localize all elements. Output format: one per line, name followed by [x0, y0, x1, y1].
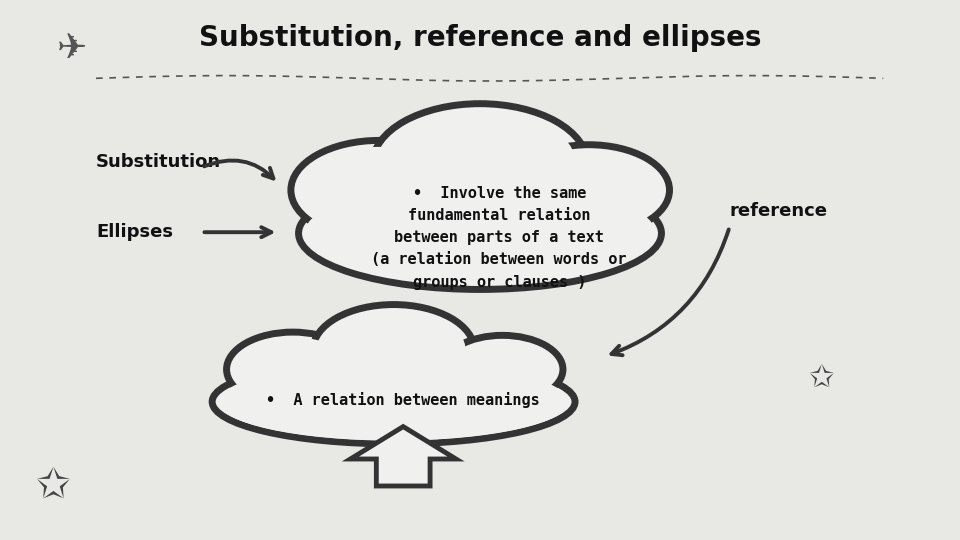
- Text: •  Involve the same
fundamental relation
between parts of a text
(a relation bet: • Involve the same fundamental relation …: [372, 186, 627, 289]
- Text: reference: reference: [730, 201, 828, 220]
- Circle shape: [450, 340, 554, 399]
- Circle shape: [322, 309, 466, 390]
- Circle shape: [519, 151, 658, 229]
- Circle shape: [508, 145, 669, 235]
- Text: Ellipses: Ellipses: [96, 223, 173, 241]
- Circle shape: [302, 147, 456, 233]
- Ellipse shape: [304, 181, 656, 285]
- Ellipse shape: [218, 363, 569, 441]
- Circle shape: [442, 335, 563, 403]
- Circle shape: [227, 332, 359, 407]
- Polygon shape: [350, 427, 456, 486]
- Circle shape: [372, 104, 588, 225]
- Text: •  A relation between meanings: • A relation between meanings: [266, 392, 540, 408]
- Circle shape: [235, 337, 350, 402]
- Text: ✩: ✩: [808, 363, 833, 393]
- Circle shape: [384, 110, 576, 218]
- Ellipse shape: [299, 177, 661, 289]
- Text: Substitution, reference and ellipses: Substitution, reference and ellipses: [199, 24, 761, 52]
- Circle shape: [313, 305, 474, 395]
- Circle shape: [291, 140, 468, 240]
- Ellipse shape: [212, 360, 575, 444]
- Text: Substitution: Substitution: [96, 153, 221, 171]
- Text: ✩: ✩: [36, 465, 70, 507]
- Text: ✈: ✈: [57, 32, 87, 65]
